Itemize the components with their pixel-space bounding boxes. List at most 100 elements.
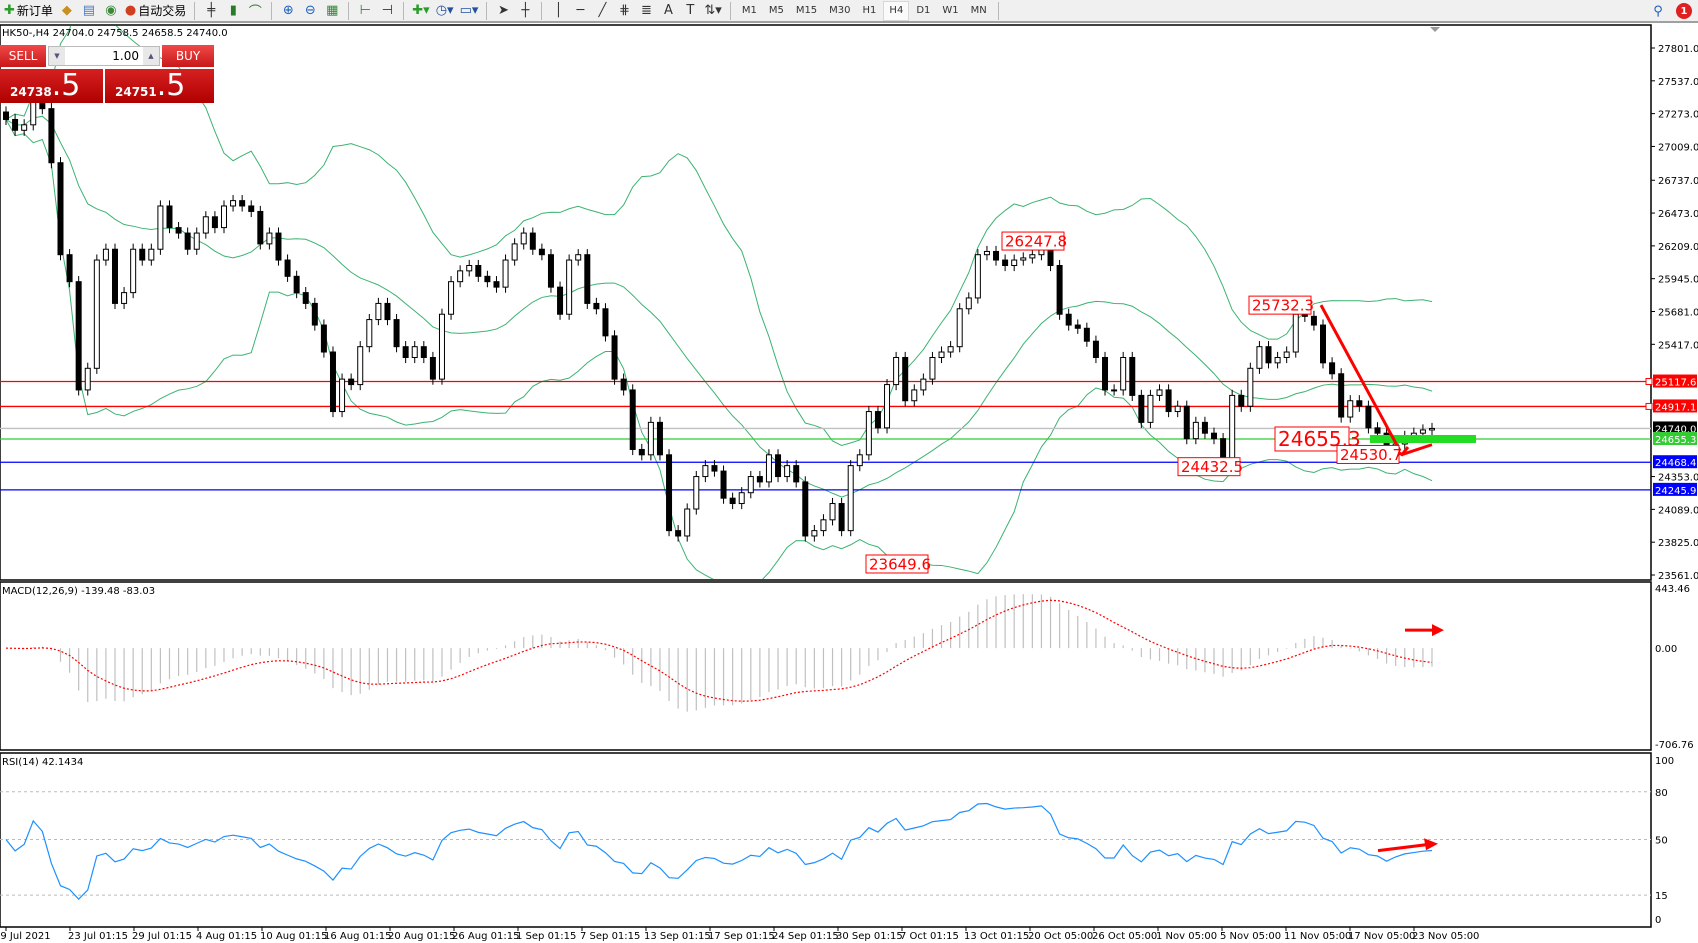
price-tick-label: 27009.0 [1658,142,1698,153]
market-watch-icon[interactable]: ▤ [82,3,96,18]
auto-trading-button[interactable]: ● 自动交易 [124,3,187,18]
candlestick-icon[interactable]: ▮ [229,3,237,18]
tile-windows-icon[interactable]: ▦ [326,3,339,18]
line-handle [1645,378,1653,386]
timeframe-m5[interactable]: M5 [768,5,784,16]
bar-chart-icon[interactable]: ╪ [207,3,216,18]
time-tick-label: 13 Sep 01:15 [644,931,711,942]
bull-candle [438,313,445,380]
price-tick-label: 24089.0 [1658,505,1698,516]
bear-candle [711,465,718,472]
bear-candle [1056,265,1063,315]
autoscroll-icon[interactable]: ⊣ [381,3,393,18]
fibonacci-fan-icon[interactable]: ⋕ [618,3,630,18]
trend-arrow-down [1319,304,1402,452]
crosshair-icon[interactable]: ┼ [521,3,530,18]
timeframe-h4[interactable]: H4 [883,0,910,21]
templates-icon[interactable]: ▭▾ [459,3,479,18]
timeframe-m15[interactable]: M15 [795,5,818,16]
text-icon[interactable]: A [663,3,673,18]
bear-candle [275,232,282,261]
bear-candle [211,216,218,229]
price-tick-label: 24353.0 [1658,473,1698,484]
target-zone-bar [1370,434,1476,443]
arrows-icon[interactable]: ⇅▾ [704,3,722,18]
buy-price-button[interactable]: 24751 .5 [105,69,214,103]
price-tick-label: 23561.0 [1658,571,1698,582]
bull-candle [1419,429,1426,434]
price-tick-label: 25681.0 [1658,308,1698,319]
timeframe-d1[interactable]: D1 [916,5,931,16]
bull-candle [865,411,872,456]
chart-info: HK50-,H4 24704.0 24758.5 24658.5 24740.0 [2,28,228,39]
signals-icon[interactable]: ◉ [105,3,117,18]
time-tick-label: 1 Nov 05:00 [1156,931,1217,942]
bull-candle [230,200,237,207]
bear-candle [1211,432,1218,440]
timeframe-w1[interactable]: W1 [942,5,959,16]
lot-size-input[interactable]: 1.00 [112,49,139,63]
sell-price-fraction: .5 [51,68,81,103]
bull-candle [647,421,654,456]
price-tick-label: 26473.0 [1658,209,1698,220]
separator [729,1,731,20]
bear-candle [493,281,500,288]
bear-candle [175,227,182,234]
bull-candle [884,384,891,429]
bear-candle [1265,346,1272,364]
macd-signal-line [5,599,1433,702]
bear-candle [775,454,782,478]
macd-tick-label: -706.76 [1655,740,1694,751]
bull-candle [1011,259,1018,267]
horizontal-line-icon[interactable]: ─ [576,3,585,18]
bear-candle [420,346,427,358]
fibonacci-icon[interactable]: ≣ [640,3,652,18]
text-label-icon[interactable]: T [686,3,695,18]
sell-price-button[interactable]: 24738 .5 [0,69,103,103]
search-icon[interactable]: ⚲ [1653,3,1663,19]
timeframe-mn[interactable]: MN [970,5,987,16]
bear-candle [802,481,809,537]
notification-badge[interactable]: 1 [1676,3,1692,19]
bear-candle [638,448,645,456]
bull-candle [130,248,137,294]
bear-candle [793,465,800,483]
lot-size-stepper[interactable]: ▼ 1.00 ▲ [48,46,160,66]
sell-button[interactable]: SELL [0,45,46,67]
bull-candle [929,356,936,380]
bull-candle [1229,394,1236,461]
price-annotation-box [865,554,929,574]
increase-lot-icon[interactable]: ▲ [143,47,159,65]
bear-candle [1183,405,1190,440]
new-order-button[interactable]: ✚ 新订单 [4,3,53,18]
bull-candle [965,297,972,310]
periods-icon[interactable]: ◷▾ [435,3,454,18]
zoom-out-icon[interactable]: ⊖ [304,3,316,18]
macd-panel-frame [0,581,1652,751]
vertical-line-icon[interactable]: │ [554,3,563,18]
bull-candle [938,351,945,358]
indicators-icon[interactable]: ✚▾ [412,3,430,18]
chart-shift-icon[interactable]: ⊢ [359,3,371,18]
macd-label: MACD(12,26,9) -139.48 -83.03 [2,586,155,597]
macd-tick-label: 0.00 [1655,644,1677,655]
experts-icon[interactable]: ◆ [61,3,72,18]
time-tick-label: 23 Jul 01:15 [68,931,128,942]
zoom-in-icon[interactable]: ⊕ [282,3,294,18]
timeframe-m1[interactable]: M1 [741,5,757,16]
bear-candle [602,308,609,337]
cursor-icon[interactable]: ➤ [497,3,509,18]
decrease-lot-icon[interactable]: ▼ [49,47,65,65]
bull-candle [1029,254,1036,259]
price-line-tag-label: 24917.1 [1655,402,1696,413]
bear-candle [993,250,1000,261]
timeframe-h1[interactable]: H1 [862,5,877,16]
price-annotation-label: 25732.3 [1252,297,1314,315]
line-chart-icon[interactable]: ⌒ [248,5,262,20]
buy-button[interactable]: BUY [162,45,214,67]
bear-candle [284,259,291,277]
timeframe-m30[interactable]: M30 [829,5,851,16]
bull-candle [339,378,346,413]
trendline-icon[interactable]: ╱ [598,3,607,18]
